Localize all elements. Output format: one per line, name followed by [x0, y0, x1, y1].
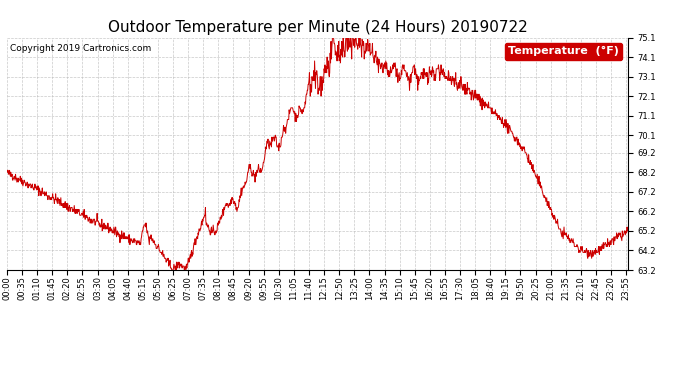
- Temperature  (°F): [126, 242, 134, 247]
- Temperature  (°F): [415, 78, 423, 83]
- Temperature  (°F): [3, 168, 11, 172]
- Line: Temperature  (°F): Temperature (°F): [7, 30, 628, 270]
- Temperature  (°F): [496, 116, 504, 120]
- Text: Copyright 2019 Cartronics.com: Copyright 2019 Cartronics.com: [10, 45, 151, 54]
- Temperature  (°F): [328, 27, 337, 32]
- Temperature  (°F): [141, 223, 149, 227]
- Temperature  (°F): [551, 215, 559, 219]
- Temperature  (°F): [168, 268, 176, 272]
- Temperature  (°F): [210, 232, 219, 237]
- Title: Outdoor Temperature per Minute (24 Hours) 20190722: Outdoor Temperature per Minute (24 Hours…: [108, 20, 527, 35]
- Legend: Temperature  (°F): Temperature (°F): [505, 43, 622, 60]
- Temperature  (°F): [624, 227, 632, 231]
